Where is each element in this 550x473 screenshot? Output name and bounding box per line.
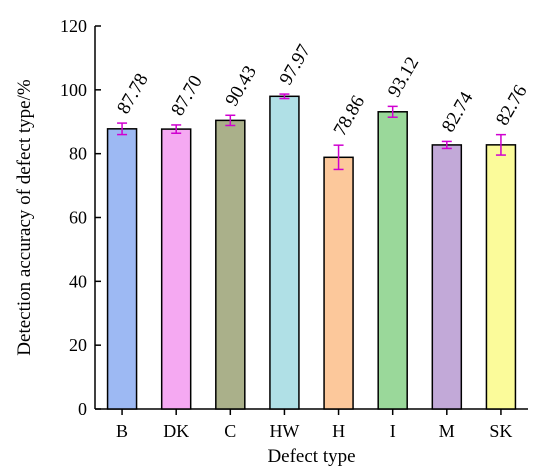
x-tick-label-sk: SK bbox=[489, 421, 512, 441]
x-tick-label-dk: DK bbox=[163, 421, 189, 441]
error-bars bbox=[117, 93, 506, 171]
bar-b bbox=[106, 128, 138, 410]
y-tick-label: 80 bbox=[69, 144, 87, 164]
bar-hw bbox=[269, 95, 300, 410]
bar-c bbox=[215, 119, 246, 410]
value-label-c: 90.43 bbox=[221, 62, 261, 110]
error-bar-c bbox=[225, 114, 236, 127]
value-label-h: 78.86 bbox=[330, 92, 370, 140]
x-tick-label-hw: HW bbox=[269, 421, 299, 441]
value-label-sk: 82.76 bbox=[492, 82, 532, 130]
y-axis-title: Detection accuracy of defect type/% bbox=[14, 79, 35, 356]
bars bbox=[106, 95, 517, 410]
error-bar-sk bbox=[495, 133, 506, 156]
y-tick-label: 0 bbox=[78, 399, 87, 419]
x-tick-label-h: H bbox=[332, 421, 345, 441]
error-bar-dk bbox=[171, 124, 182, 134]
axes bbox=[94, 26, 528, 410]
y-tick-label: 60 bbox=[69, 208, 87, 228]
x-tick-label-c: C bbox=[224, 421, 236, 441]
error-bar-m bbox=[441, 140, 452, 150]
x-tick-label-m: M bbox=[439, 421, 455, 441]
bar-i bbox=[377, 111, 408, 410]
y-ticks: 0 20 40 60 80 100 120 bbox=[60, 16, 101, 419]
error-bar-hw bbox=[279, 93, 290, 100]
y-tick-label: 120 bbox=[60, 16, 87, 36]
bar-m bbox=[431, 144, 463, 410]
y-tick-label: 20 bbox=[69, 335, 87, 355]
x-ticks: B DK C HW H I M SK bbox=[116, 409, 512, 441]
error-bar-h bbox=[333, 144, 344, 171]
x-tick-label-i: I bbox=[390, 421, 396, 441]
y-tick-label: 100 bbox=[60, 80, 87, 100]
value-label-dk: 87.70 bbox=[167, 72, 207, 120]
bar-dk bbox=[160, 128, 192, 410]
x-axis-title: Defect type bbox=[267, 446, 355, 467]
x-tick-label-b: B bbox=[116, 421, 128, 441]
value-label-m: 82.74 bbox=[438, 88, 478, 136]
bar-h bbox=[323, 156, 354, 410]
error-bar-b bbox=[117, 122, 128, 136]
value-label-b: 87.78 bbox=[113, 70, 153, 118]
error-bar-i bbox=[387, 105, 398, 118]
y-tick-label: 40 bbox=[69, 271, 87, 291]
value-label-hw: 97.97 bbox=[276, 41, 316, 89]
value-label-i: 93.12 bbox=[384, 53, 424, 101]
bar-sk bbox=[485, 144, 517, 410]
